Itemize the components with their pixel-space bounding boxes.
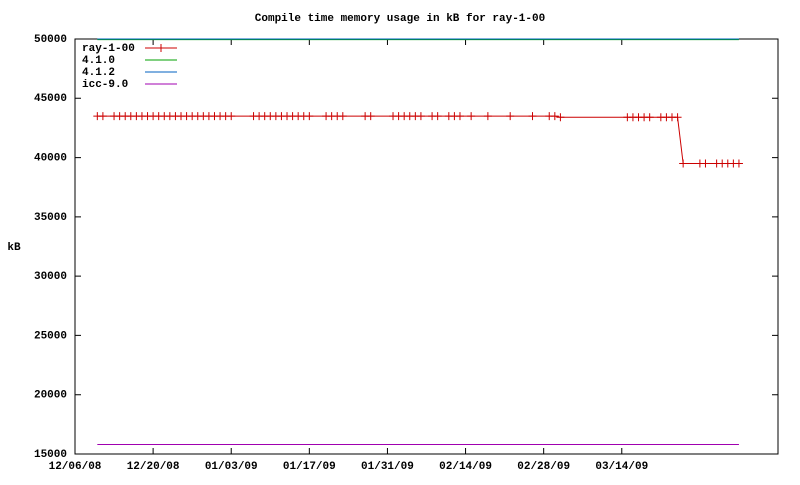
y-axis-label: kB bbox=[7, 242, 21, 254]
point-marker bbox=[701, 159, 710, 168]
legend-label: 4.1.0 bbox=[82, 55, 115, 67]
legend-label: 4.1.2 bbox=[82, 67, 115, 79]
point-marker bbox=[483, 112, 492, 121]
point-marker bbox=[305, 112, 314, 121]
x-tick-label: 03/14/09 bbox=[595, 461, 648, 473]
point-marker bbox=[98, 112, 107, 121]
point-marker bbox=[455, 112, 464, 121]
y-tick-label: 15000 bbox=[34, 449, 67, 461]
x-tick-label: 02/14/09 bbox=[439, 461, 492, 473]
point-marker bbox=[556, 113, 565, 122]
point-marker bbox=[506, 112, 515, 121]
x-tick-label: 01/03/09 bbox=[205, 461, 258, 473]
y-tick-label: 20000 bbox=[34, 390, 67, 402]
y-tick-label: 50000 bbox=[34, 34, 67, 46]
point-marker bbox=[433, 112, 442, 121]
y-tick-label: 25000 bbox=[34, 330, 67, 342]
x-tick-label: 12/06/08 bbox=[49, 461, 102, 473]
point-marker bbox=[528, 112, 537, 121]
point-marker bbox=[416, 112, 425, 121]
point-marker bbox=[227, 112, 236, 121]
x-tick-label: 01/17/09 bbox=[283, 461, 336, 473]
y-tick-label: 35000 bbox=[34, 212, 67, 224]
chart-title: Compile time memory usage in kB for ray-… bbox=[255, 13, 545, 25]
y-tick-label: 40000 bbox=[34, 152, 67, 164]
point-marker bbox=[679, 159, 688, 168]
y-tick-label: 45000 bbox=[34, 93, 67, 105]
point-marker bbox=[366, 112, 375, 121]
point-marker bbox=[550, 112, 559, 121]
legend-label: ray-1-00 bbox=[82, 43, 135, 55]
legend-marker bbox=[157, 44, 165, 52]
x-tick-label: 01/31/09 bbox=[361, 461, 414, 473]
x-tick-label: 02/28/09 bbox=[517, 461, 570, 473]
point-marker bbox=[645, 113, 654, 122]
point-marker bbox=[338, 112, 347, 121]
x-tick-label: 12/20/08 bbox=[127, 461, 180, 473]
legend-label: icc-9.0 bbox=[82, 79, 128, 91]
point-marker bbox=[734, 159, 743, 168]
point-marker bbox=[673, 113, 682, 122]
y-tick-label: 30000 bbox=[34, 271, 67, 283]
point-marker bbox=[467, 112, 476, 121]
